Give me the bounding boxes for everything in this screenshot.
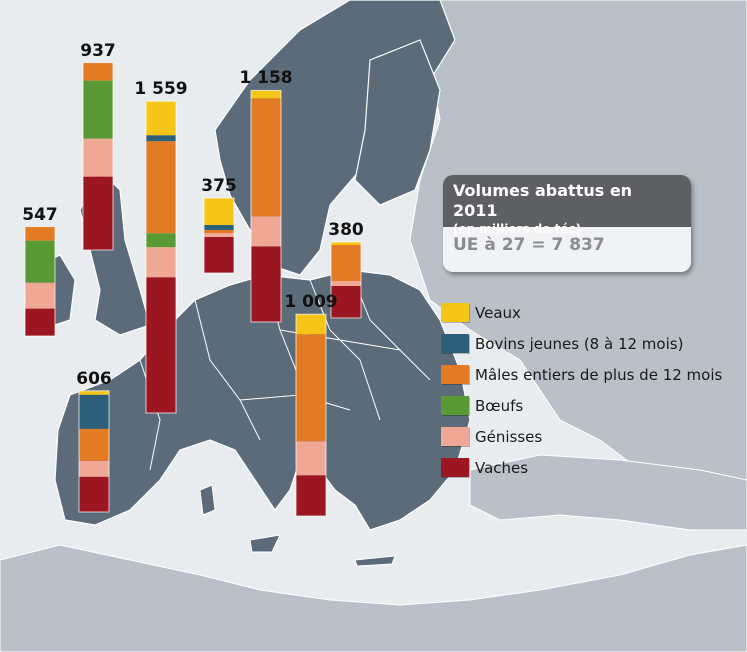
- bar-segment: [83, 176, 113, 250]
- legend-swatch: [441, 396, 469, 415]
- bar-segment: [251, 90, 281, 99]
- legend-label: Mâles entiers de plus de 12 mois: [475, 365, 723, 384]
- legend-label: Bovins jeunes (8 à 12 mois): [475, 334, 684, 353]
- bar-outline: [24, 226, 56, 337]
- legend-swatch: [441, 334, 469, 353]
- bar-segment: [146, 101, 176, 136]
- legend-label: Bœufs: [475, 396, 524, 415]
- bar-segment: [204, 225, 234, 230]
- bar-total-label: 606: [76, 368, 112, 389]
- bar-total-label: 375: [201, 176, 237, 196]
- bar-outline: [250, 89, 282, 323]
- land-sardinia: [199, 484, 216, 516]
- bar-segment: [146, 247, 176, 278]
- bar-outline: [330, 241, 362, 319]
- legend-label: Génisses: [475, 427, 543, 446]
- land-finland: [354, 39, 441, 206]
- bar-segment: [331, 245, 361, 281]
- legend: Veaux Bovins jeunes (8 à 12 mois) Mâles …: [441, 297, 722, 483]
- bar-segment: [296, 475, 326, 516]
- info-header: Volumes abattus en 2011 (en milliers de …: [443, 175, 691, 236]
- bar-segment: [79, 460, 109, 477]
- bar-outline: [82, 62, 114, 251]
- land-turkey: [469, 454, 747, 531]
- bar-segment: [83, 62, 113, 81]
- bar-segment: [79, 476, 109, 512]
- bar-segment: [251, 246, 281, 322]
- bar-segment: [25, 282, 55, 309]
- info-subtitle: (en milliers de téc): [453, 222, 582, 236]
- bar-segment: [331, 286, 361, 318]
- bar-segment: [146, 233, 176, 248]
- land-sicily: [249, 534, 281, 553]
- bar-total-label: 547: [22, 204, 58, 225]
- legend-swatch: [441, 427, 469, 446]
- bar-segment: [331, 242, 361, 245]
- legend-item-bovins-jeunes: Bovins jeunes (8 à 12 mois): [441, 328, 722, 359]
- bar-segment: [25, 240, 55, 283]
- legend-item-genisses: Génisses: [441, 421, 722, 452]
- bar-outline: [145, 100, 177, 414]
- bar-outline: [295, 313, 327, 517]
- bar-segment: [204, 237, 234, 273]
- info-box: Volumes abattus en 2011 (en milliers de …: [443, 175, 691, 272]
- bar-segment: [146, 141, 176, 234]
- bar-segment: [25, 226, 55, 241]
- legend-swatch: [441, 365, 469, 384]
- bar-total-label: 937: [80, 40, 116, 61]
- legend-item-boeufs: Bœufs: [441, 390, 722, 421]
- bar-segment: [251, 98, 281, 217]
- legend-swatch: [441, 458, 469, 477]
- legend-item-veaux: Veaux: [441, 297, 722, 328]
- bar-segment: [79, 390, 109, 395]
- legend-label: Vaches: [475, 458, 529, 477]
- bar-segment: [296, 441, 326, 476]
- legend-swatch: [441, 303, 469, 322]
- bar-total-label: 380: [328, 220, 364, 240]
- info-title: Volumes abattus en 2011: [453, 181, 633, 220]
- bar-segment: [331, 281, 361, 286]
- bar-segment: [146, 277, 176, 413]
- bar-segment: [204, 198, 234, 225]
- bar-segment: [204, 233, 234, 237]
- bar-segment: [146, 135, 176, 142]
- bar-total-label: 1 158: [239, 68, 293, 89]
- bar-total-label: 1 559: [134, 79, 188, 100]
- bar-segment: [296, 334, 326, 442]
- legend-label: Veaux: [475, 303, 521, 322]
- bar-segment: [296, 314, 326, 335]
- bar-segment: [79, 428, 109, 461]
- legend-item-vaches: Vaches: [441, 452, 722, 483]
- land-south: [0, 544, 747, 652]
- bar-segment: [204, 230, 234, 233]
- bar-total-label: 1 009: [284, 292, 338, 313]
- bar-segment: [83, 138, 113, 177]
- bar-segment: [251, 216, 281, 247]
- legend-item-males-entiers: Mâles entiers de plus de 12 mois: [441, 359, 722, 390]
- bar-outline: [203, 197, 235, 274]
- stacked-bars: [24, 62, 362, 517]
- bar-segment: [83, 80, 113, 139]
- eu-total: UE à 27 = 7 837: [453, 235, 605, 255]
- bar-segment: [79, 394, 109, 429]
- bar-outline: [78, 390, 110, 513]
- land-crete: [354, 555, 396, 567]
- bar-segment: [25, 308, 55, 336]
